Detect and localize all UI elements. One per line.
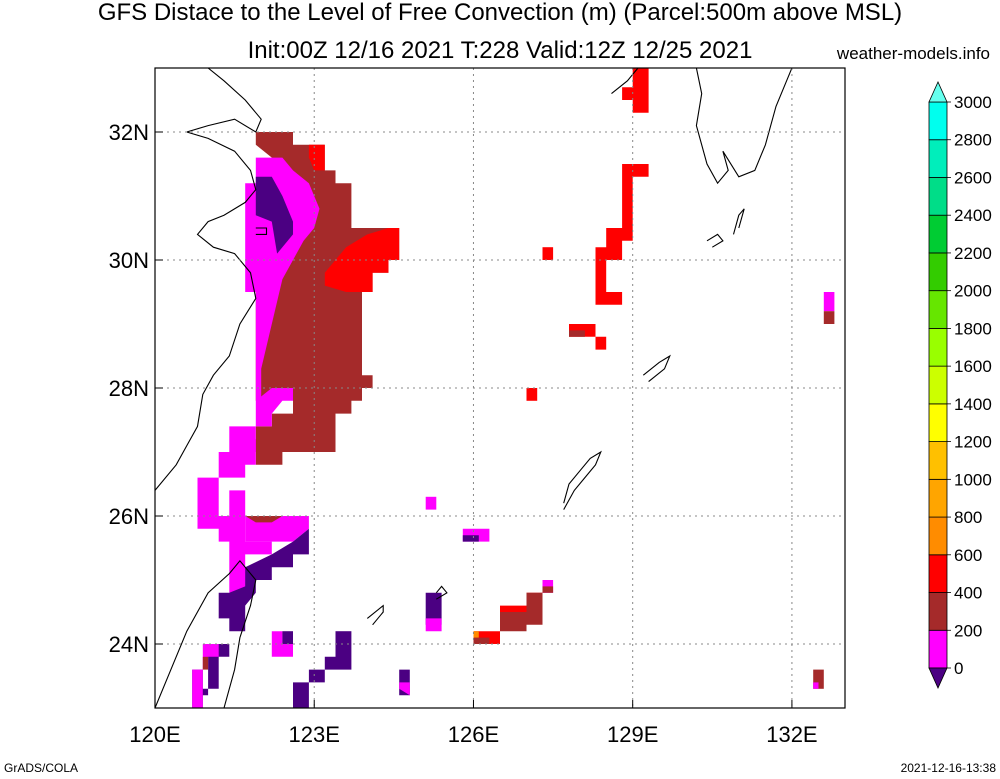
colorbar: 0 200 400 600 800 1000 1200 1400 1600 1800 2000 220…: [928, 81, 992, 689]
coastline-tanegashima: [732, 208, 745, 235]
colorbar-label-1600: 1600: [954, 357, 992, 376]
lfc-region-26: [462, 535, 479, 542]
tick-label-lon-129: 129E: [607, 722, 658, 747]
lfc-region-13: [192, 669, 203, 708]
coastline-kyushu: [695, 68, 793, 185]
coastline-island-ish: [255, 227, 268, 235]
tick-label-lon-126: 126E: [448, 722, 499, 747]
lfc-region-14: [202, 656, 209, 670]
lfc-region-5: [229, 388, 293, 452]
lfc-region-28: [473, 637, 490, 644]
colorbar-box-4: [928, 478, 948, 518]
tick-label-lon-132: 132E: [766, 722, 817, 747]
lfc-region-19: [335, 631, 352, 644]
colorbar-box-12: [928, 177, 948, 216]
colorbar-label-2800: 2800: [954, 131, 992, 150]
coastline-layer: [155, 68, 793, 708]
title-line-1: GFS Distace to the Level of Free Convect…: [97, 0, 903, 26]
tick-label-lat-32: 32N: [109, 120, 149, 145]
lfc-region-31: [500, 592, 543, 632]
footer-software: GrADS/COLA: [4, 761, 79, 775]
lfc-region-24: [425, 496, 437, 510]
coastline-amami: [642, 354, 671, 383]
tick-label-lon-123: 123E: [289, 722, 340, 747]
colorbar-box-5: [928, 441, 948, 480]
colorbar-label-1800: 1800: [954, 319, 992, 338]
lfc-region-10: [218, 528, 309, 632]
lfc-region-1: [324, 228, 400, 292]
colorbar-label-2400: 2400: [954, 206, 992, 225]
colorbar-box-11: [928, 214, 948, 254]
coastline-china: [155, 68, 262, 491]
tick-label-lon-120: 120E: [129, 722, 180, 747]
lfc-region-21: [399, 682, 410, 696]
lfc-region-38: [595, 164, 649, 305]
colorbar-box-1: [928, 592, 948, 631]
colorbar-label-1400: 1400: [954, 395, 992, 414]
tick-label-lat-24: 24N: [109, 632, 149, 657]
lfc-region-12: [202, 644, 219, 670]
colorbar-label-600: 600: [954, 546, 982, 565]
lfc-region-3: [245, 157, 320, 401]
colorbar-box-7: [928, 365, 948, 405]
lfc-region-17: [308, 644, 352, 683]
axis-ticks: 120E 123E 126E 129E 132E 24N 26N 28N 30N 32N: [109, 120, 818, 747]
colorbar-box-10: [928, 252, 948, 292]
colorbar-box-14: [928, 101, 948, 141]
coastline-okinawa: [563, 450, 602, 510]
tick-label-lat-26: 26N: [109, 504, 149, 529]
lfc-region-9: [245, 516, 283, 523]
colorbar-box-9: [928, 290, 948, 329]
colorbar-label-1000: 1000: [954, 470, 992, 489]
colorbar-label-2600: 2600: [954, 168, 992, 187]
tick-label-lat-30: 30N: [109, 248, 149, 273]
title-line-2: Init:00Z 12/16 2021 T:228 Valid:12Z 12/2…: [247, 37, 753, 64]
lfc-region-39: [622, 68, 649, 113]
grid-layer: [155, 68, 845, 708]
colorbar-over-triangle: [928, 81, 948, 103]
coastline-goto: [611, 68, 639, 95]
colorbar-label-200: 200: [954, 621, 982, 640]
lfc-field-layer: [192, 68, 835, 708]
lfc-region-37: [569, 330, 585, 337]
lfc-region-33: [542, 586, 554, 593]
coastline-yakushima: [706, 233, 724, 248]
colorbar-label-0: 0: [954, 659, 963, 678]
lfc-region-29: [473, 631, 479, 638]
lfc-region-2: [308, 144, 325, 171]
lfc-region-40: [823, 292, 835, 312]
colorbar-label-3000: 3000: [954, 93, 992, 112]
lfc-region-41: [823, 311, 835, 324]
colorbar-box-8: [928, 327, 948, 367]
tick-label-lat-28: 28N: [109, 376, 149, 401]
lfc-region-22: [425, 592, 442, 625]
lfc-region-23: [425, 618, 442, 632]
lfc-region-18: [293, 682, 309, 708]
lfc-region-4: [255, 176, 293, 254]
lfc-region-16: [282, 631, 293, 644]
colorbar-box-13: [928, 139, 948, 178]
colorbar-box-2: [928, 554, 948, 593]
lfc-region-7: [197, 477, 272, 593]
colorbar-label-2200: 2200: [954, 244, 992, 263]
colorbar-box-6: [928, 403, 948, 443]
colorbar-label-400: 400: [954, 584, 982, 603]
lfc-region-34: [526, 388, 538, 401]
coastline-ishigaki: [366, 604, 384, 626]
lfc-region-6: [218, 426, 256, 478]
colorbar-box-3: [928, 516, 948, 556]
footer-timestamp: 2021-12-16-13:38: [900, 761, 996, 775]
colorbar-box-0: [928, 629, 948, 669]
colorbar-label-2000: 2000: [954, 282, 992, 301]
colorbar-under-triangle: [928, 667, 948, 689]
coastline-taiwan: [155, 559, 257, 708]
coastline-miyako: [435, 585, 448, 600]
lfc-region-43: [813, 682, 819, 689]
colorbar-label-800: 800: [954, 508, 982, 527]
site-credit: weather-models.info: [836, 44, 990, 63]
lfc-region-35: [542, 247, 554, 260]
colorbar-label-1200: 1200: [954, 433, 992, 452]
